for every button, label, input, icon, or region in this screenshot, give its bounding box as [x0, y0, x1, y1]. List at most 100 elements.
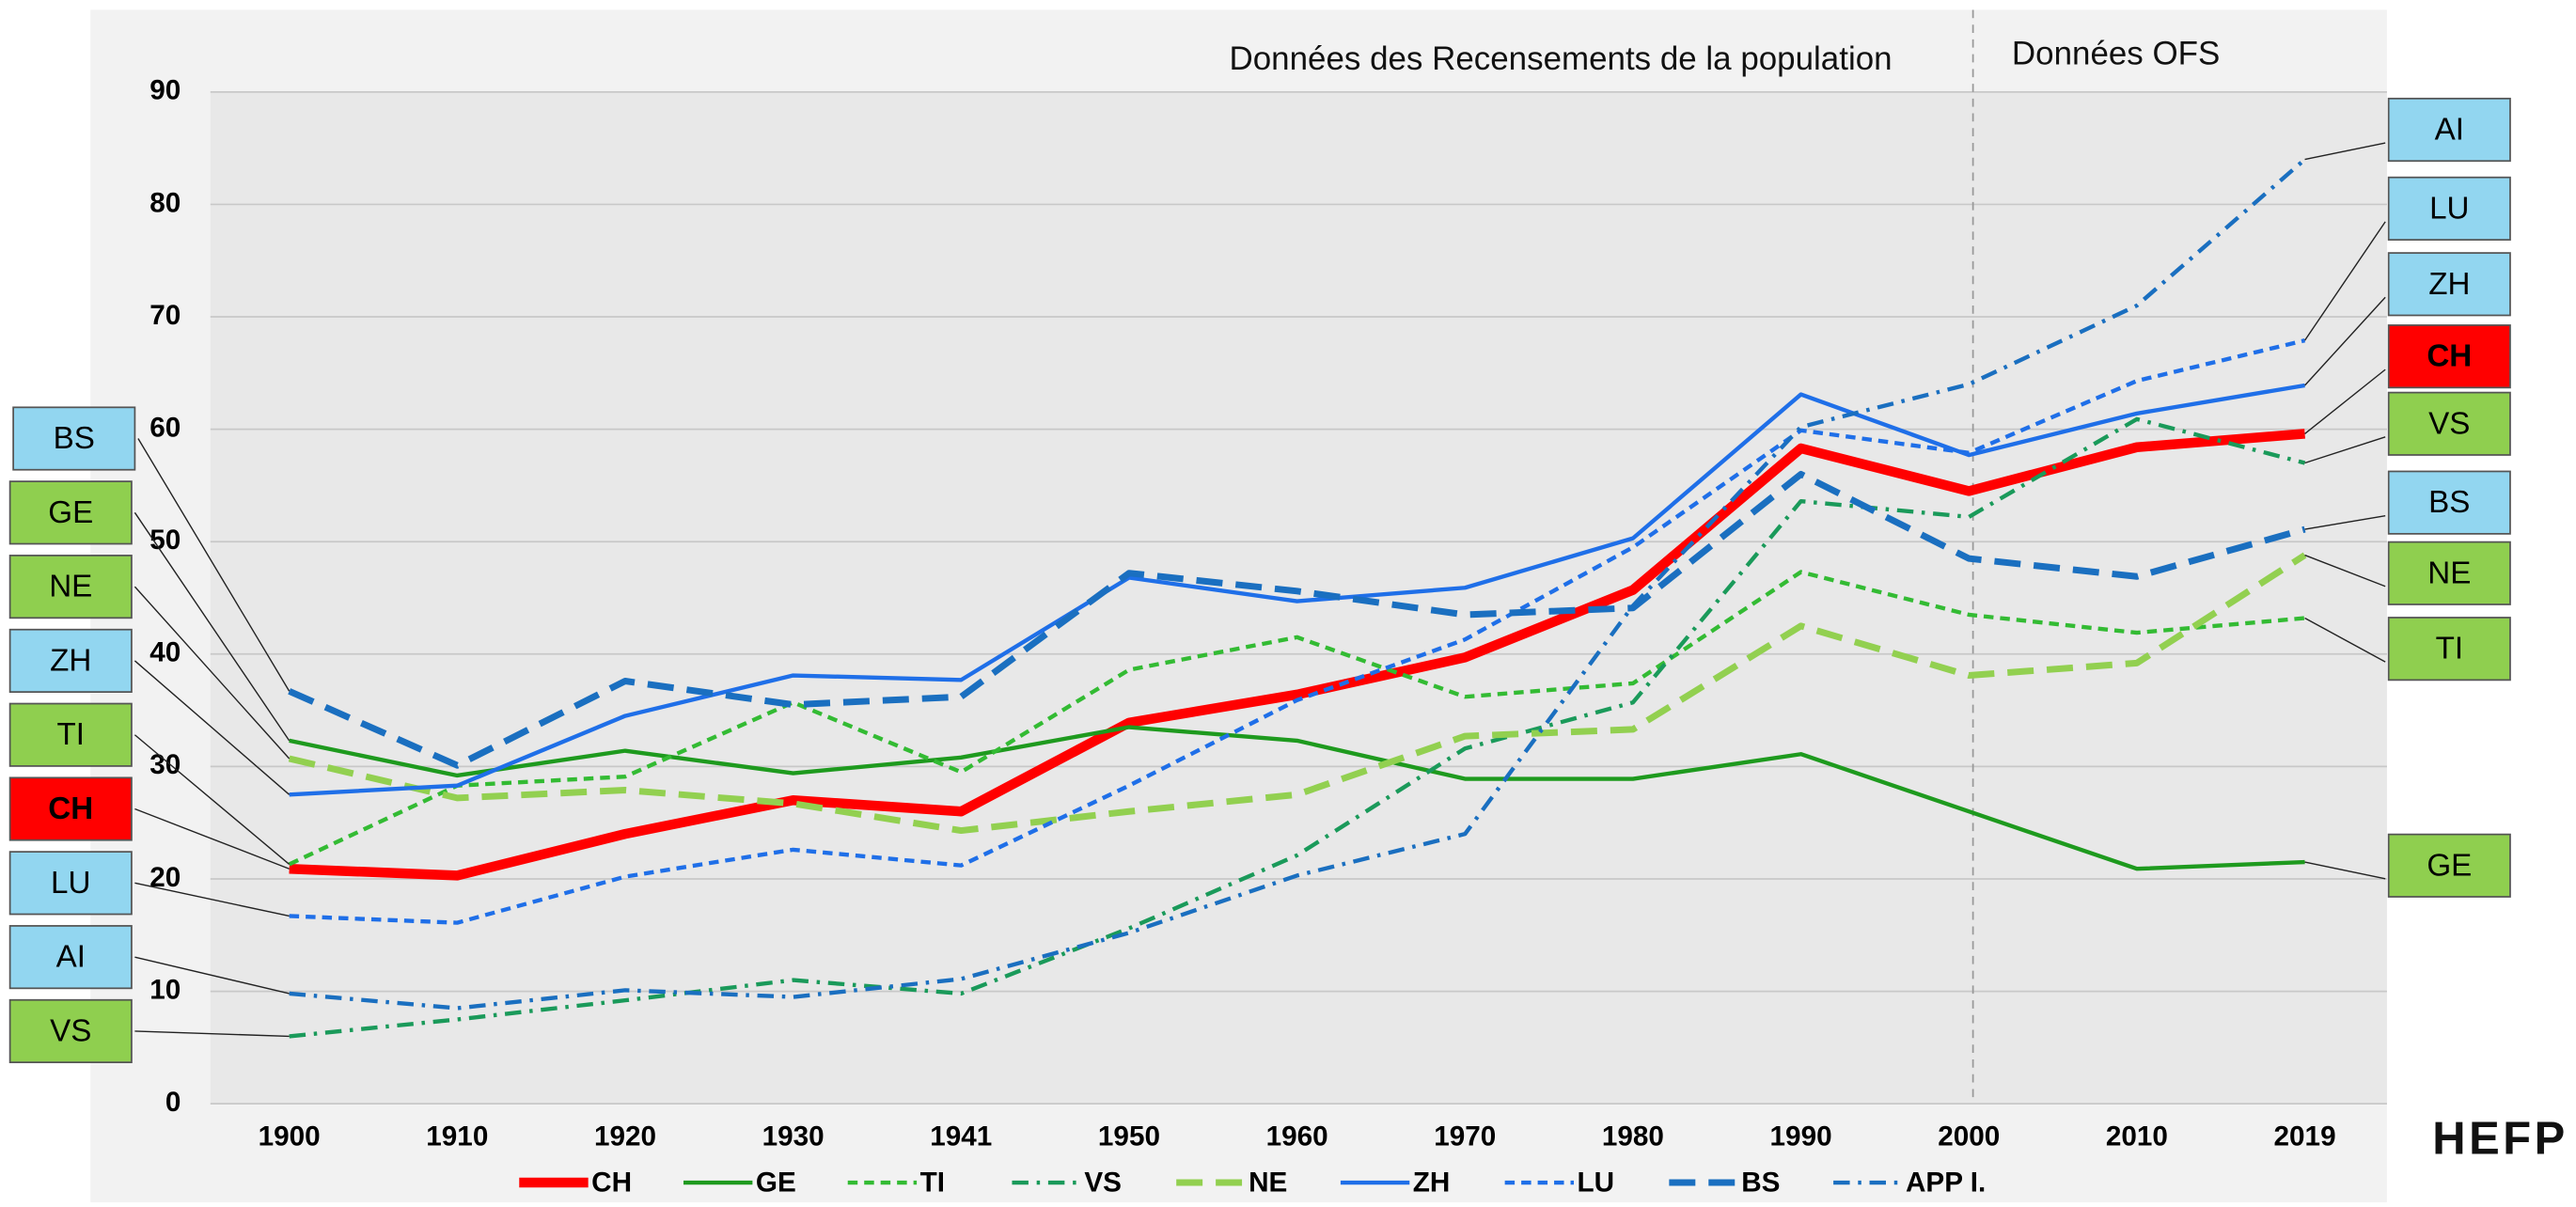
x-tick-label: 1910 — [426, 1121, 488, 1152]
label-box — [8, 776, 133, 841]
x-tick-label: 1900 — [259, 1121, 321, 1152]
legend-label: CH — [591, 1168, 632, 1199]
legend-label: BS — [1741, 1168, 1780, 1199]
label-box — [8, 555, 133, 619]
label-box — [8, 480, 133, 545]
label-text: CH — [48, 792, 93, 826]
x-tick-label: 2019 — [2274, 1121, 2336, 1152]
series-line — [288, 570, 2305, 867]
leader-line — [134, 882, 290, 917]
label-text: LU — [51, 866, 90, 901]
label-text: NE — [49, 570, 92, 604]
x-tick-label: 1941 — [930, 1121, 992, 1152]
leader-line — [134, 807, 290, 870]
y-tick-label: 90 — [149, 75, 181, 106]
label-box — [12, 406, 136, 471]
x-tick-label: 1970 — [1434, 1121, 1496, 1152]
label-box — [2387, 176, 2511, 241]
label-box — [8, 851, 133, 916]
y-tick-label: 80 — [149, 187, 181, 218]
y-tick-label: 40 — [149, 637, 181, 668]
series-line — [289, 383, 2305, 797]
label-text: TI — [2436, 632, 2464, 666]
series-line — [289, 416, 2306, 1039]
leader-line — [134, 660, 291, 795]
label-text: CH — [2427, 339, 2472, 374]
series-line — [288, 552, 2307, 835]
leader-line — [134, 586, 291, 760]
x-tick-label: 2000 — [1938, 1121, 2000, 1152]
leader-line — [2304, 368, 2386, 434]
leader-line — [2304, 436, 2386, 464]
leader-line — [2304, 617, 2386, 663]
series-line — [289, 725, 2305, 871]
leader-line — [134, 511, 291, 742]
series-line — [288, 470, 2306, 769]
brand: HEFP — [2432, 1113, 2568, 1164]
label-box — [2387, 833, 2511, 898]
leader-line — [2304, 554, 2386, 588]
label-box — [2387, 470, 2511, 535]
series-line — [289, 429, 2305, 881]
leader-line — [2304, 142, 2386, 161]
x-tick-label: 1930 — [762, 1121, 825, 1152]
legend-label: VS — [1084, 1168, 1122, 1199]
label-text: GE — [2427, 848, 2472, 883]
leader-line — [137, 438, 291, 692]
legend-label: NE — [1249, 1168, 1287, 1199]
y-tick-label: 20 — [149, 862, 181, 893]
label-box — [2387, 391, 2511, 456]
label-box — [2387, 324, 2511, 389]
label-box — [2387, 252, 2511, 317]
y-tick-label: 10 — [149, 974, 181, 1005]
annotation: Données des Recensements de la populatio… — [1230, 40, 1893, 77]
legend-label: APP I. — [1906, 1168, 1986, 1199]
leader-line — [134, 956, 290, 995]
label-text: AI — [2435, 113, 2464, 148]
label-text: ZH — [2428, 267, 2470, 302]
label-text: AI — [56, 940, 86, 975]
label-text: VS — [2428, 406, 2470, 441]
label-box — [2387, 97, 2511, 163]
label-box — [8, 998, 133, 1064]
plot-area — [210, 91, 2387, 1105]
label-text: BS — [54, 421, 95, 456]
leader-line — [134, 1030, 290, 1038]
y-tick-label: 0 — [165, 1087, 181, 1118]
series-line — [289, 157, 2306, 1011]
legend-label: GE — [756, 1168, 796, 1199]
leader-line — [2304, 514, 2386, 530]
label-text: GE — [48, 495, 93, 530]
y-tick-label: 30 — [149, 749, 181, 780]
annotation: Données OFS — [2012, 36, 2220, 72]
y-tick-label: 50 — [149, 525, 181, 556]
label-box — [2387, 541, 2511, 605]
leader-line — [2303, 221, 2386, 341]
legend-label: TI — [920, 1168, 945, 1199]
label-box — [8, 702, 133, 767]
label-box — [2387, 617, 2511, 682]
label-text: TI — [57, 717, 86, 752]
legend-label: ZH — [1413, 1168, 1451, 1199]
legend-label: LU — [1578, 1168, 1615, 1199]
label-text: LU — [2429, 191, 2469, 226]
y-tick-label: 70 — [149, 300, 181, 331]
x-tick-label: 1990 — [1770, 1121, 1832, 1152]
leader-line — [2304, 296, 2386, 386]
x-tick-label: 1980 — [1602, 1121, 1664, 1152]
x-tick-label: 2010 — [2106, 1121, 2168, 1152]
label-box — [8, 628, 133, 693]
y-tick-label: 60 — [149, 412, 181, 443]
x-tick-label: 1920 — [594, 1121, 656, 1152]
series-line — [289, 338, 2306, 925]
leader-line — [134, 734, 291, 865]
label-text: VS — [50, 1013, 91, 1048]
label-text: NE — [2427, 556, 2471, 590]
label-box — [8, 925, 133, 990]
label-text: ZH — [50, 643, 91, 678]
leader-line — [2304, 861, 2386, 880]
label-text: BS — [2428, 485, 2470, 520]
x-tick-label: 1960 — [1266, 1121, 1328, 1152]
